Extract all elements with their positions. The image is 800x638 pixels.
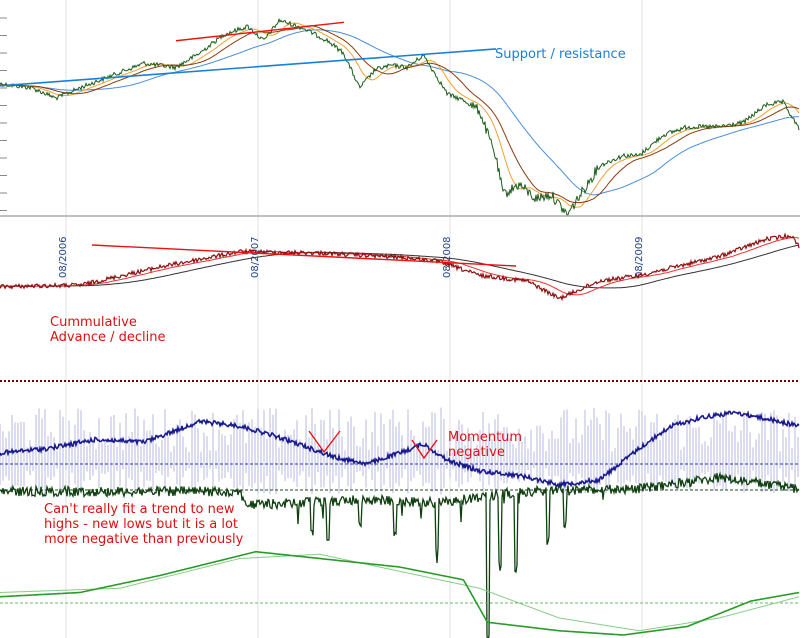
peak-marker-1 <box>308 430 341 454</box>
x-tick-label: 08/2009 <box>634 236 645 278</box>
ad-series-line <box>0 232 800 302</box>
cad-label-1: Cummulative <box>50 315 137 330</box>
ad-ma-fast-line <box>0 237 800 296</box>
support-resistance-label: Support / resistance <box>495 47 626 62</box>
momentum-line <box>0 409 800 490</box>
price-panel: Support / resistance <box>0 17 800 216</box>
y-tick-marks <box>0 17 7 211</box>
bottom-panel <box>0 550 800 636</box>
trend-note-3: more negative than previously <box>44 532 244 547</box>
trend-note-1: Can't really fit a trend to new <box>44 502 235 517</box>
momentum-bars <box>0 407 799 495</box>
trend-note-2: highs - new lows but it is a lot <box>44 517 238 532</box>
bottom-fast-line <box>0 550 800 636</box>
vertical-gridlines <box>65 0 643 638</box>
momentum-panel: Momentum negative Can't really fit a tre… <box>0 407 800 638</box>
peak-marker-2 <box>411 439 438 460</box>
ad-ma-slow-line <box>0 244 800 289</box>
price-ma-slow-line <box>0 29 800 196</box>
bottom-slow-line <box>0 553 800 632</box>
price-ma-fast-line <box>0 22 800 208</box>
advance-decline-panel: Cummulative Advance / decline <box>0 232 800 345</box>
new-highs-lows-line <box>0 471 800 638</box>
x-tick-label: 08/2006 <box>58 236 69 278</box>
x-tick-label: 08/2008 <box>442 236 453 278</box>
ad-trend-line <box>91 244 517 267</box>
momentum-label-2: negative <box>448 445 505 460</box>
cad-label-2: Advance / decline <box>50 330 165 345</box>
red-trend-line <box>175 21 345 42</box>
price-ma-mid-line <box>0 25 800 204</box>
momentum-label-1: Momentum <box>448 430 522 445</box>
price-series-line <box>0 17 800 216</box>
support-resistance-line <box>0 48 497 87</box>
